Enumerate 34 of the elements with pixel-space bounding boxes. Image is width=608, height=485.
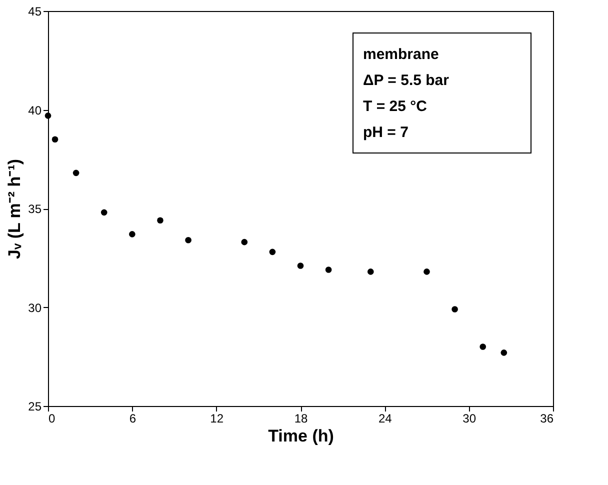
point bbox=[44, 112, 52, 119]
point bbox=[325, 266, 332, 273]
y-tick-label: 45 bbox=[28, 4, 42, 18]
x-tick-label: 24 bbox=[378, 412, 392, 426]
point bbox=[452, 306, 458, 312]
annotation: membrane bbox=[363, 46, 439, 63]
x-tick-label: 30 bbox=[462, 412, 476, 426]
x-tick-label: 36 bbox=[540, 412, 554, 426]
point bbox=[367, 268, 374, 275]
point bbox=[185, 236, 192, 244]
annotation: ΔP = 5.5 bar bbox=[363, 72, 450, 89]
y-tick-label: 25 bbox=[28, 400, 42, 414]
point bbox=[500, 350, 508, 356]
x-tick-label: 0 bbox=[48, 412, 56, 426]
x-axis-title: Time (h) bbox=[268, 426, 334, 446]
point bbox=[297, 262, 304, 269]
x-tick-label: 18 bbox=[294, 412, 308, 426]
x-tick-label: 12 bbox=[210, 412, 224, 426]
point bbox=[100, 209, 108, 216]
point bbox=[72, 170, 80, 176]
point bbox=[129, 231, 136, 238]
y-tick-label: 35 bbox=[28, 202, 42, 216]
point bbox=[157, 217, 164, 224]
y-tick-label: 40 bbox=[28, 103, 42, 118]
point bbox=[424, 268, 430, 275]
point bbox=[241, 238, 248, 246]
y-axis-title: Jᵥ (L m⁻² h⁻¹) bbox=[5, 158, 24, 260]
y-tick-label: 30 bbox=[28, 300, 42, 315]
point bbox=[480, 344, 486, 350]
annotation: T = 25 °C bbox=[363, 98, 428, 115]
x-tick-label: 6 bbox=[129, 412, 136, 426]
point bbox=[269, 248, 276, 256]
annotation: pH = 7 bbox=[363, 124, 408, 141]
point bbox=[52, 136, 58, 143]
